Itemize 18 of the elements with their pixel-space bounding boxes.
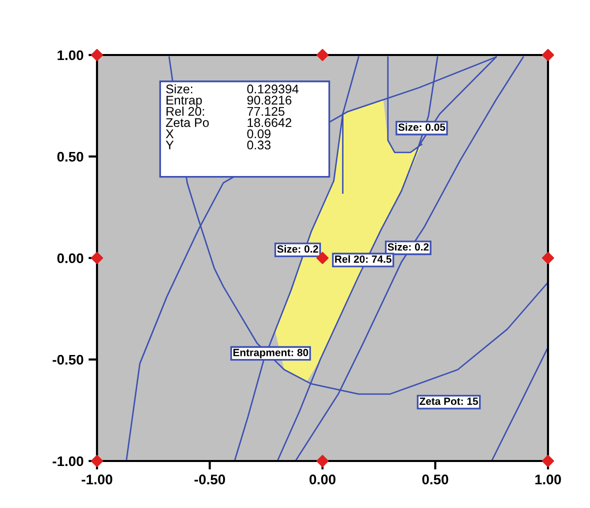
y-tick-label: -1.00: [52, 456, 84, 466]
x-tick-label: 0.50: [422, 474, 448, 484]
x-tick-label: -1.00: [82, 474, 112, 484]
y-tick-label: 0.00: [57, 253, 84, 264]
annotation: Entrapment: 80: [233, 348, 308, 358]
annotation: Size: 0.2: [388, 242, 429, 251]
annotation: Zeta Pot: 15: [420, 398, 478, 405]
y-tick-label: 1.00: [58, 50, 84, 60]
x-tick-label: 0.00: [310, 474, 336, 484]
x-tick-label: 1.00: [535, 474, 561, 484]
annotation: Rel 20: 74.5: [335, 255, 392, 263]
y-tick-label: -0.50: [52, 354, 84, 365]
annotation: Size: 0.2: [277, 245, 318, 253]
x-tick-label: -0.50: [194, 474, 226, 484]
annotation: Size: Entrap Rel 20: Zeta Po X Y: [166, 84, 209, 150]
annotation: Size: 0.05: [398, 123, 446, 131]
y-tick-label: 0.50: [57, 152, 84, 162]
annotation: 0.129394 90.8216 77.125 18.6642 0.09 0.33: [247, 84, 298, 150]
